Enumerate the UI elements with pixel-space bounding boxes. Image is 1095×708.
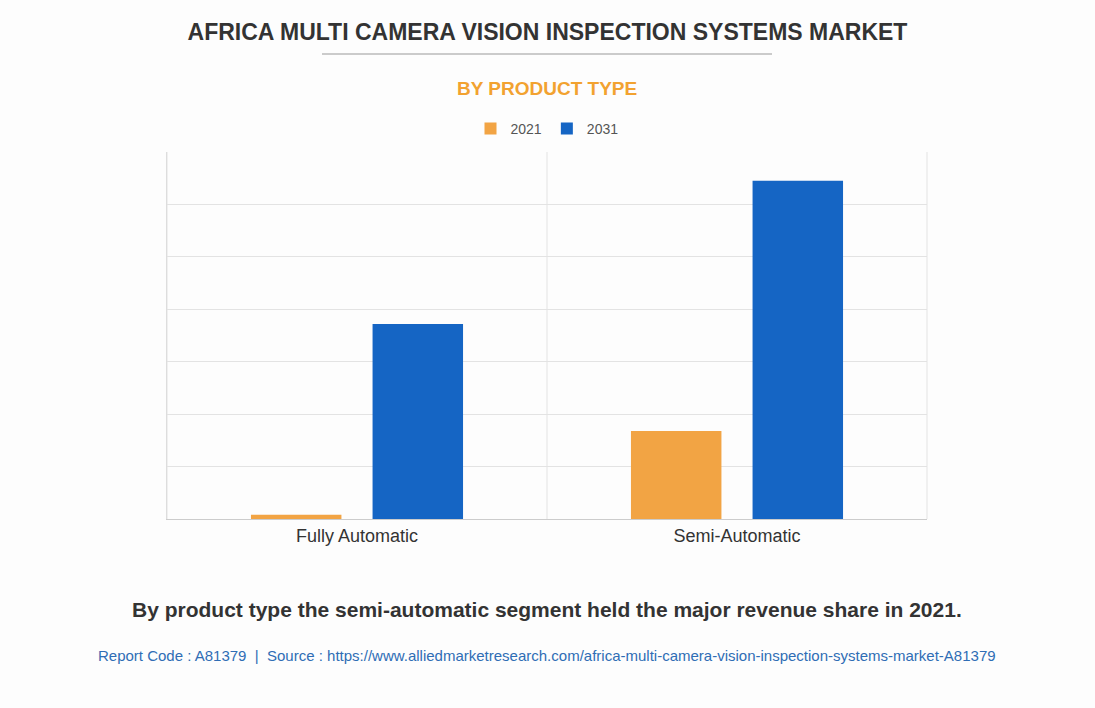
svg-text:2031: 2031 <box>587 121 618 137</box>
svg-text:BY PRODUCT TYPE: BY PRODUCT TYPE <box>457 78 637 99</box>
svg-text:Report Code : A81379 | Sourc: Report Code : A81379 | Source : https://… <box>98 647 996 664</box>
svg-text:By product type the semi-autom: By product type the semi-automatic segme… <box>132 598 962 621</box>
svg-text:Fully Automatic: Fully Automatic <box>296 526 418 546</box>
svg-text:Semi-Automatic: Semi-Automatic <box>673 526 800 546</box>
svg-text:AFRICA MULTI CAMERA VISION INS: AFRICA MULTI CAMERA VISION INSPECTION SY… <box>188 19 908 45</box>
svg-text:2021: 2021 <box>511 121 542 137</box>
